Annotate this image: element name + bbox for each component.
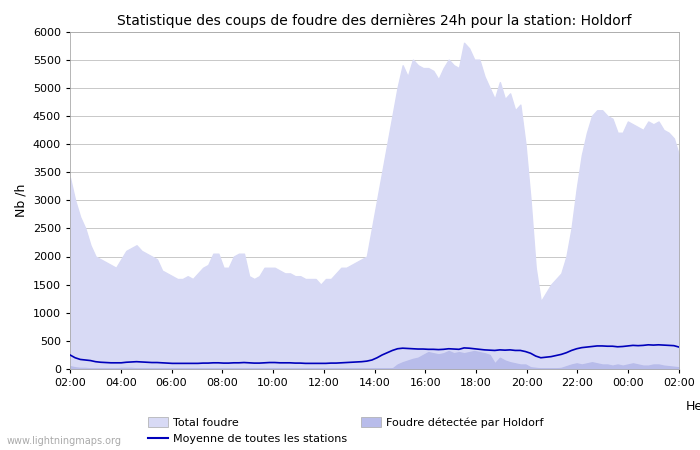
Text: www.lightningmaps.org: www.lightningmaps.org — [7, 436, 122, 446]
Text: Heure: Heure — [686, 400, 700, 413]
Y-axis label: Nb /h: Nb /h — [14, 184, 27, 217]
Title: Statistique des coups de foudre des dernières 24h pour la station: Holdorf: Statistique des coups de foudre des dern… — [118, 13, 631, 27]
Legend: Total foudre, Moyenne de toutes les stations, Foudre détectée par Holdorf: Total foudre, Moyenne de toutes les stat… — [143, 413, 548, 449]
